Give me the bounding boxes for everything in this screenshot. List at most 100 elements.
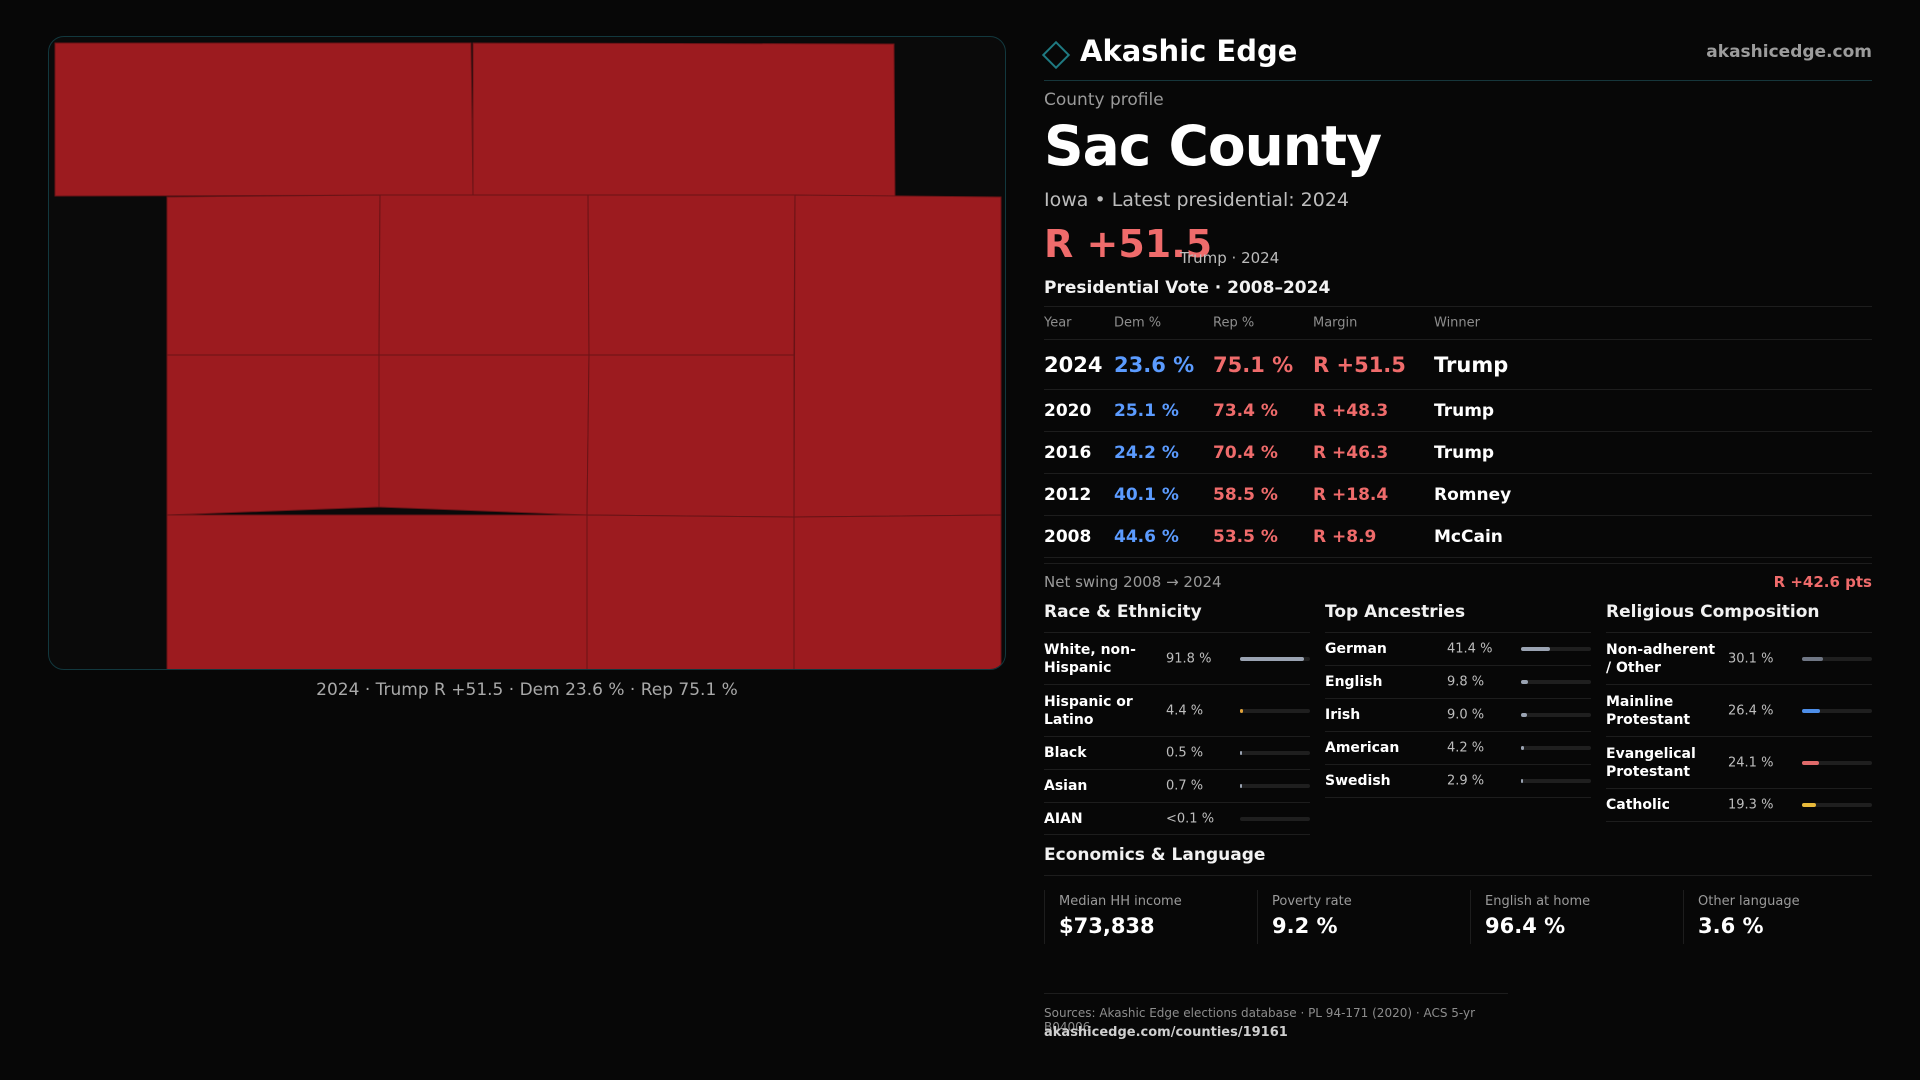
econ-stat: Poverty rate 9.2 %: [1257, 890, 1456, 944]
religion-bar-fill: [1802, 656, 1824, 661]
race-name: Black: [1044, 745, 1087, 761]
vote-row: 2024 23.6 % 75.1 % R +51.5 Trump: [1044, 340, 1872, 390]
race-name: Asian: [1044, 778, 1088, 794]
map-caption: 2024 · Trump R +51.5 · Dem 23.6 % · Rep …: [316, 680, 738, 700]
religion-name: Non-adherent / Other: [1606, 641, 1716, 676]
religion-bar-fill: [1802, 708, 1821, 713]
econ-stat: Other language 3.6 %: [1683, 890, 1882, 944]
race-row: White, non-Hispanic 91.8 %: [1044, 633, 1310, 685]
vote-dem-pct: 40.1 %: [1114, 484, 1179, 505]
econ-stat-label: Median HH income: [1059, 894, 1182, 909]
race-row: Black 0.5 %: [1044, 737, 1310, 770]
township-shape[interactable]: [166, 194, 381, 356]
race-value: <0.1 %: [1166, 811, 1215, 826]
race-bar-track: [1240, 656, 1310, 661]
race-value: 91.8 %: [1166, 651, 1212, 666]
religion-row: Mainline Protestant 26.4 %: [1606, 685, 1872, 737]
vote-row: 2012 40.1 % 58.5 % R +18.4 Romney: [1044, 474, 1872, 516]
vote-row: 2016 24.2 % 70.4 % R +46.3 Trump: [1044, 432, 1872, 474]
ancestry-value: 9.8 %: [1447, 674, 1485, 690]
township-shape[interactable]: [166, 354, 380, 516]
race-bar-fill: [1240, 656, 1305, 661]
ancestry-bar-track: [1521, 746, 1591, 750]
ancestry-row: Swedish 2.9 %: [1325, 765, 1591, 798]
vote-winner: Romney: [1434, 484, 1512, 505]
vote-winner: Trump: [1434, 442, 1495, 463]
race-row: AIAN <0.1 %: [1044, 803, 1310, 835]
vote-year: 2024: [1044, 352, 1103, 377]
ancestry-value: 9.0 %: [1447, 707, 1485, 723]
vote-winner: Trump: [1434, 352, 1509, 377]
ancestry-bar-track: [1521, 680, 1591, 684]
ancestry-bar-fill: [1521, 680, 1528, 684]
ancestry-bar-fill: [1521, 779, 1524, 783]
vote-margin: R +18.4: [1313, 484, 1389, 505]
vote-dem-pct: 23.6 %: [1114, 352, 1195, 377]
race-ethnicity-section: Race & Ethnicity White, non-Hispanic 91.8…: [1044, 600, 1310, 835]
vote-row: 2008 44.6 % 53.5 % R +8.9 McCain: [1044, 516, 1872, 558]
vote-dem-pct: 25.1 %: [1114, 400, 1179, 421]
econ-stat-value: $73,838: [1059, 914, 1155, 938]
township-shape[interactable]: [166, 514, 594, 670]
township-shape[interactable]: [378, 354, 590, 516]
religion-value: 26.4 %: [1728, 703, 1774, 718]
race-value: 4.4 %: [1166, 703, 1204, 718]
ancestry-name: Swedish: [1325, 773, 1391, 789]
econ-stat-label: Poverty rate: [1272, 894, 1352, 909]
col-year: Year: [1044, 315, 1072, 331]
race-bar-track: [1240, 784, 1310, 788]
ancestry-bar-track: [1521, 713, 1591, 717]
race-value: 0.5 %: [1166, 745, 1204, 761]
vote-rep-pct: 70.4 %: [1213, 442, 1278, 463]
vote-margin: R +51.5: [1313, 352, 1406, 377]
township-shape[interactable]: [793, 514, 1002, 670]
township-shape[interactable]: [378, 194, 590, 356]
race-bar-fill: [1240, 751, 1242, 755]
race-heading: Race & Ethnicity: [1044, 600, 1310, 633]
net-swing-row: Net swing 2008 → 2024 R +42.6 pts: [1044, 563, 1872, 600]
source-url-link[interactable]: akashicedge.com/counties/19161: [1044, 1025, 1288, 1040]
township-shape[interactable]: [793, 194, 1002, 518]
vote-winner: Trump: [1434, 400, 1495, 421]
vote-year: 2016: [1044, 442, 1092, 463]
race-name: AIAN: [1044, 810, 1083, 827]
vote-rep-pct: 53.5 %: [1213, 526, 1278, 547]
religion-value: 19.3 %: [1728, 797, 1774, 813]
religion-row: Evangelical Protestant 24.1 %: [1606, 737, 1872, 789]
vote-year: 2008: [1044, 526, 1092, 547]
ancestry-heading: Top Ancestries: [1325, 600, 1591, 633]
econ-heading: Economics & Language: [1044, 845, 1872, 876]
township-shape[interactable]: [586, 354, 795, 518]
econ-stat: English at home 96.4 %: [1470, 890, 1669, 944]
vote-row: 2020 25.1 % 73.4 % R +48.3 Trump: [1044, 390, 1872, 432]
religion-name: Catholic: [1606, 797, 1670, 813]
township-shape[interactable]: [472, 42, 896, 198]
county-map[interactable]: [48, 36, 1006, 670]
econ-stat-value: 3.6 %: [1698, 914, 1764, 938]
ancestry-row: American 4.2 %: [1325, 732, 1591, 765]
township-shape[interactable]: [586, 514, 795, 670]
econ-stat-label: Other language: [1698, 894, 1800, 909]
township-shape[interactable]: [54, 42, 474, 197]
ancestry-row: English 9.8 %: [1325, 666, 1591, 699]
econ-heading-text: Economics & Language: [1044, 845, 1266, 865]
township-shape[interactable]: [587, 194, 796, 356]
religion-bar-fill: [1802, 760, 1819, 765]
religion-bar-track: [1802, 656, 1872, 661]
ancestry-bar-fill: [1521, 647, 1550, 651]
vote-heading: Presidential Vote · 2008–2024: [1044, 278, 1331, 298]
ancestry-section: Top Ancestries German 41.4 % English 9.8 % I…: [1325, 600, 1591, 798]
vote-year: 2020: [1044, 400, 1092, 421]
religion-heading: Religious Composition: [1606, 600, 1872, 633]
vote-winner: McCain: [1434, 526, 1503, 547]
brand-url-link[interactable]: akashicedge.com: [1706, 42, 1872, 62]
ancestry-name: Irish: [1325, 707, 1361, 723]
net-swing-value: R +42.6 pts: [1773, 573, 1872, 591]
page-title: Sac County: [1044, 114, 1382, 178]
ancestry-value: 4.2 %: [1447, 740, 1485, 756]
vote-table-header: Year Dem % Rep % Margin Winner: [1044, 307, 1872, 340]
ancestry-value: 41.4 %: [1447, 641, 1493, 657]
ancestry-name: German: [1325, 641, 1387, 657]
ancestry-bar-track: [1521, 779, 1591, 783]
vote-dem-pct: 24.2 %: [1114, 442, 1179, 463]
